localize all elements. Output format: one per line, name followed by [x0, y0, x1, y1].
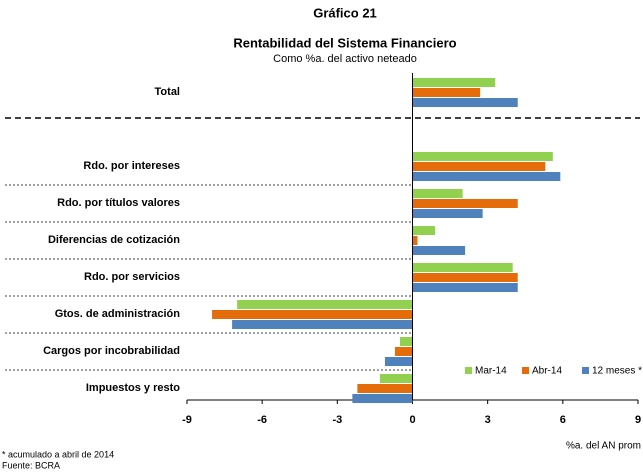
category-label: Total [155, 86, 180, 98]
chart-subtitle: Como %a. del activo neteado [273, 53, 417, 65]
bar [412, 246, 466, 255]
category-label: Cargos por incobrabilidad [43, 345, 180, 357]
x-tick-label: 3 [485, 414, 491, 426]
category-label: Rdo. por intereses [83, 160, 180, 172]
legend-swatch [522, 367, 529, 374]
bar [384, 357, 413, 366]
legend-swatch [465, 367, 472, 374]
bar [412, 172, 561, 181]
category-label: Diferencias de cotización [48, 234, 180, 246]
category-label: Rdo. por servicios [84, 271, 180, 283]
bar [412, 283, 518, 292]
bar [232, 320, 413, 329]
bar [212, 310, 413, 319]
footnote: Fuente: BCRA [2, 460, 60, 470]
bar [412, 199, 518, 208]
bar [237, 300, 413, 309]
bar [412, 78, 496, 87]
bar [412, 226, 436, 235]
legend-label: Abr-14 [532, 366, 562, 377]
chart-subtitle: Rentabilidad del Sistema Financiero [233, 35, 456, 50]
x-axis-label: %a. del AN prom [566, 441, 641, 452]
chart-title: Gráfico 21 [313, 5, 377, 20]
bar [412, 152, 553, 161]
bar [412, 209, 483, 218]
category-label: Impuestos y resto [86, 382, 180, 394]
legend-label: Mar-14 [475, 366, 507, 377]
category-label: Rdo. por títulos valores [57, 197, 180, 209]
x-tick-label: 9 [635, 414, 641, 426]
x-tick-label: -6 [257, 414, 267, 426]
bar [412, 98, 518, 107]
bar [412, 162, 546, 171]
x-tick-label: 6 [560, 414, 566, 426]
footnote: * acumulado a abril de 2014 [2, 449, 114, 459]
bar [394, 347, 413, 356]
legend-swatch [582, 367, 589, 374]
bar [412, 263, 513, 272]
bar [357, 384, 413, 393]
bar [352, 394, 413, 403]
bar [412, 189, 463, 198]
bar [412, 236, 418, 245]
bar [399, 337, 413, 346]
legend-label: 12 meses * [592, 366, 642, 377]
bar [412, 88, 481, 97]
bar [412, 273, 518, 282]
bar [379, 374, 413, 383]
x-tick-label: -3 [332, 414, 342, 426]
x-tick-label: -9 [182, 414, 192, 426]
category-label: Gtos. de administración [55, 308, 181, 320]
x-tick-label: 0 [409, 414, 415, 426]
